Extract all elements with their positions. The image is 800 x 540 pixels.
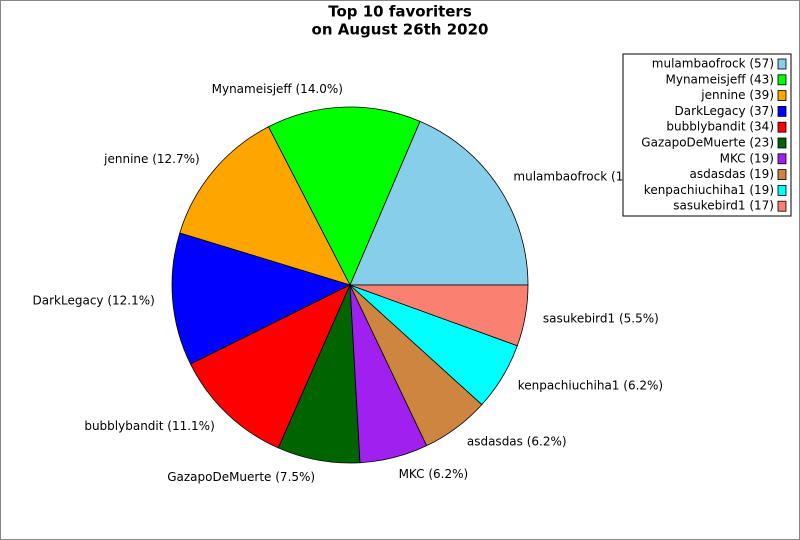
pie-slice: [349, 284, 529, 347]
slice-label: kenpachiuchiha1 (6.2%): [518, 379, 663, 393]
legend-swatch: [777, 184, 787, 196]
legend-swatch: [777, 153, 787, 165]
legend-label: asdasdas (19): [690, 167, 775, 181]
legend-label: jennine (39): [700, 88, 774, 102]
legend-label: DarkLegacy (37): [675, 104, 774, 118]
legend-box: [622, 53, 792, 217]
chart-title: Top 10 favoriters: [328, 3, 472, 21]
slice-label: Mynameisjeff (14.0%): [212, 82, 343, 96]
legend-label: Mynameisjeff (43): [665, 72, 774, 86]
legend-swatch: [777, 74, 787, 86]
legend-swatch: [777, 121, 787, 133]
legend-label: MKC (19): [720, 151, 774, 165]
chart-subtitle: on August 26th 2020: [312, 21, 489, 39]
legend-swatch: [777, 137, 787, 149]
slice-label: sasukebird1 (5.5%): [543, 311, 659, 325]
slice-label: asdasdas (6.2%): [467, 435, 567, 449]
slice-label: GazapoDeMuerte (7.5%): [167, 470, 315, 484]
slice-label: jennine (12.7%): [103, 152, 200, 166]
legend-label: mulambaofrock (57): [652, 57, 774, 71]
pie-slice: [171, 232, 352, 365]
slice-label: MKC (6.2%): [399, 467, 469, 481]
legend-label: kenpachiuchiha1 (19): [644, 183, 774, 197]
legend-swatch: [777, 90, 787, 101]
legend-swatch: [777, 58, 787, 70]
legend-swatch: [777, 200, 787, 212]
pie-slice: [267, 106, 421, 286]
legend-label: GazapoDeMuerte (23): [641, 136, 774, 150]
slice-label: DarkLegacy (12.1%): [33, 294, 155, 308]
legend-label: bubblybandit (34): [666, 120, 774, 134]
slice-label: bubblybandit (11.1%): [84, 419, 214, 433]
pie-slice: [179, 126, 351, 286]
legend-label: sasukebird1 (17): [673, 199, 774, 213]
pie-slice: [349, 120, 529, 286]
slice-label: mulambaofrock (18.6%): [513, 170, 658, 184]
legend-swatch: [777, 169, 787, 181]
legend-swatch: [777, 106, 787, 117]
pie-slice: [190, 284, 351, 449]
